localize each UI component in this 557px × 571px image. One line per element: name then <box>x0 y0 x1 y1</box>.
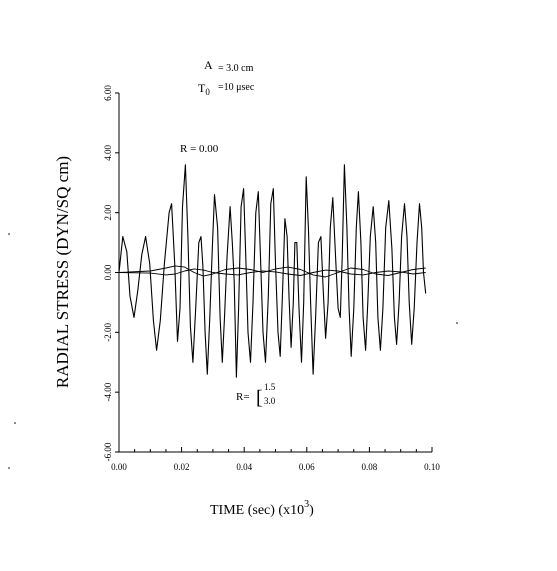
param-t-subscript: 0 <box>205 87 210 97</box>
annotation-r-prefix: R= <box>236 391 250 403</box>
y-ticks: -6.00 -4.00 -2.00 0.00 2.00 4.00 6.00 <box>103 85 119 461</box>
param-a-label: A <box>204 58 213 72</box>
y-tick-label: 6.00 <box>103 85 113 101</box>
y-tick-label: -2.00 <box>103 322 113 341</box>
y-tick-label: 4.00 <box>103 144 113 160</box>
scan-dot <box>8 233 10 235</box>
y-tick-label: -4.00 <box>103 382 113 401</box>
x-tick-label: 0.00 <box>111 462 127 472</box>
x-axis-title: TIME (sec) (x103) <box>210 499 314 518</box>
scan-dot <box>456 322 458 324</box>
x-axis-title-close: ) <box>309 503 314 518</box>
series-line-3 <box>118 268 426 276</box>
y-axis-title: RADIAL STRESS (DYN/SQ cm) <box>53 156 72 388</box>
x-tick-label: 0.04 <box>236 462 252 472</box>
y-tick-label: 0.00 <box>103 264 113 280</box>
param-t-letter: T <box>198 81 206 95</box>
y-tick-label: -6.00 <box>103 442 113 461</box>
scan-dot <box>8 467 10 469</box>
param-t-label: T0 <box>198 81 210 97</box>
param-a-value: = 3.0 cm <box>218 63 254 74</box>
x-tick-label: 0.08 <box>362 462 378 472</box>
x-tick-label: 0.06 <box>299 462 315 472</box>
series-group <box>118 164 427 378</box>
series-line-1 <box>118 164 427 378</box>
x-axis-title-exponent: 3 <box>304 499 309 510</box>
y-tick-label: 2.00 <box>103 204 113 220</box>
annotation-r-bracket: [ <box>256 387 263 409</box>
x-axis-title-main: TIME (sec) (x10 <box>210 503 304 518</box>
param-t-value: =10 μsec <box>218 82 255 93</box>
x-tick-label: 0.10 <box>424 462 440 472</box>
annotation-r-value-2: 3.0 <box>264 396 276 406</box>
annotation-r-center: R = 0.00 <box>180 143 219 155</box>
x-tick-label: 0.02 <box>174 462 190 472</box>
series-line-2 <box>118 265 426 278</box>
scan-dot <box>14 422 16 424</box>
x-ticks: 0.00 0.02 0.04 0.06 0.08 0.10 <box>111 447 440 472</box>
annotation-r-value-1: 1.5 <box>264 382 276 392</box>
